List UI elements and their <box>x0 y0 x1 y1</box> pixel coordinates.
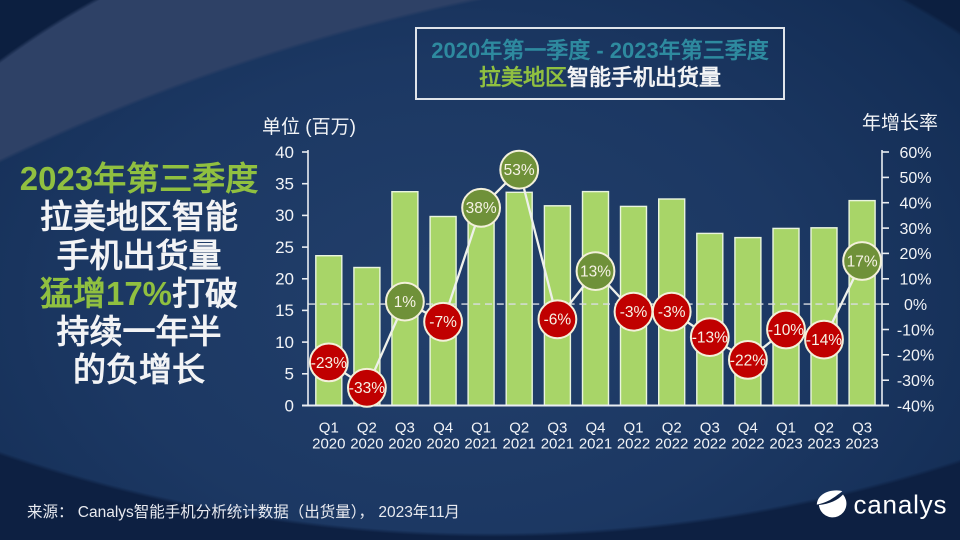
svg-text:10%: 10% <box>899 272 931 289</box>
svg-text:2021: 2021 <box>579 436 612 453</box>
svg-text:2020: 2020 <box>350 436 383 453</box>
svg-text:-10%: -10% <box>897 322 934 339</box>
svg-text:Q3: Q3 <box>395 420 415 437</box>
svg-text:Q2: Q2 <box>814 420 834 437</box>
svg-text:-30%: -30% <box>897 373 934 390</box>
svg-text:Q3: Q3 <box>852 420 872 437</box>
svg-text:Q3: Q3 <box>547 420 567 437</box>
svg-text:-7%: -7% <box>429 314 457 331</box>
svg-text:-40%: -40% <box>897 398 934 415</box>
svg-text:2022: 2022 <box>617 436 650 453</box>
svg-text:Q1: Q1 <box>776 420 796 437</box>
svg-text:-14%: -14% <box>806 332 842 349</box>
svg-text:2023: 2023 <box>845 436 878 453</box>
svg-text:-6%: -6% <box>544 312 572 329</box>
svg-text:20%: 20% <box>899 246 931 263</box>
svg-text:40: 40 <box>275 143 294 162</box>
svg-text:0: 0 <box>285 396 294 415</box>
svg-text:Q1: Q1 <box>319 420 339 437</box>
svg-text:-33%: -33% <box>349 380 385 397</box>
svg-text:30%: 30% <box>899 221 931 238</box>
svg-text:-13%: -13% <box>692 330 728 347</box>
svg-text:Q1: Q1 <box>471 420 491 437</box>
svg-text:-20%: -20% <box>897 348 934 365</box>
svg-text:-3%: -3% <box>620 304 648 321</box>
svg-text:-3%: -3% <box>658 304 686 321</box>
svg-text:2023: 2023 <box>807 436 840 453</box>
svg-text:2023: 2023 <box>769 436 802 453</box>
svg-text:17%: 17% <box>847 253 878 270</box>
svg-text:2020: 2020 <box>426 436 459 453</box>
svg-text:60%: 60% <box>899 145 931 162</box>
svg-text:2021: 2021 <box>541 436 574 453</box>
svg-text:30: 30 <box>275 206 294 225</box>
svg-text:Q1: Q1 <box>623 420 643 437</box>
svg-text:2022: 2022 <box>731 436 764 453</box>
svg-text:Q2: Q2 <box>357 420 377 437</box>
svg-text:canalys: canalys <box>854 490 948 520</box>
svg-text:13%: 13% <box>580 264 611 281</box>
svg-text:38%: 38% <box>466 200 497 217</box>
svg-text:40%: 40% <box>899 196 931 213</box>
svg-text:-22%: -22% <box>730 352 766 369</box>
svg-text:2021: 2021 <box>503 436 536 453</box>
svg-text:2020: 2020 <box>388 436 421 453</box>
svg-text:Q3: Q3 <box>700 420 720 437</box>
svg-text:10: 10 <box>275 333 294 352</box>
svg-text:35: 35 <box>275 175 294 194</box>
svg-text:Q4: Q4 <box>433 420 453 437</box>
svg-text:5: 5 <box>285 365 294 384</box>
svg-text:2022: 2022 <box>693 436 726 453</box>
svg-text:年增长率: 年增长率 <box>862 112 938 134</box>
svg-text:1%: 1% <box>394 294 417 311</box>
svg-text:Q4: Q4 <box>585 420 605 437</box>
svg-text:Q2: Q2 <box>662 420 682 437</box>
svg-text:Q4: Q4 <box>738 420 758 437</box>
svg-text:2022: 2022 <box>655 436 688 453</box>
svg-text:25: 25 <box>275 238 294 257</box>
svg-text:0%: 0% <box>904 297 927 314</box>
svg-text:50%: 50% <box>899 170 931 187</box>
svg-text:-23%: -23% <box>311 355 347 372</box>
svg-text:15: 15 <box>275 301 294 320</box>
svg-text:单位 (百万): 单位 (百万) <box>262 116 356 138</box>
svg-text:Q2: Q2 <box>509 420 529 437</box>
svg-text:20: 20 <box>275 270 294 289</box>
svg-text:2021: 2021 <box>464 436 497 453</box>
svg-text:-10%: -10% <box>768 322 804 339</box>
svg-text:53%: 53% <box>504 162 535 179</box>
svg-text:2020: 2020 <box>312 436 345 453</box>
